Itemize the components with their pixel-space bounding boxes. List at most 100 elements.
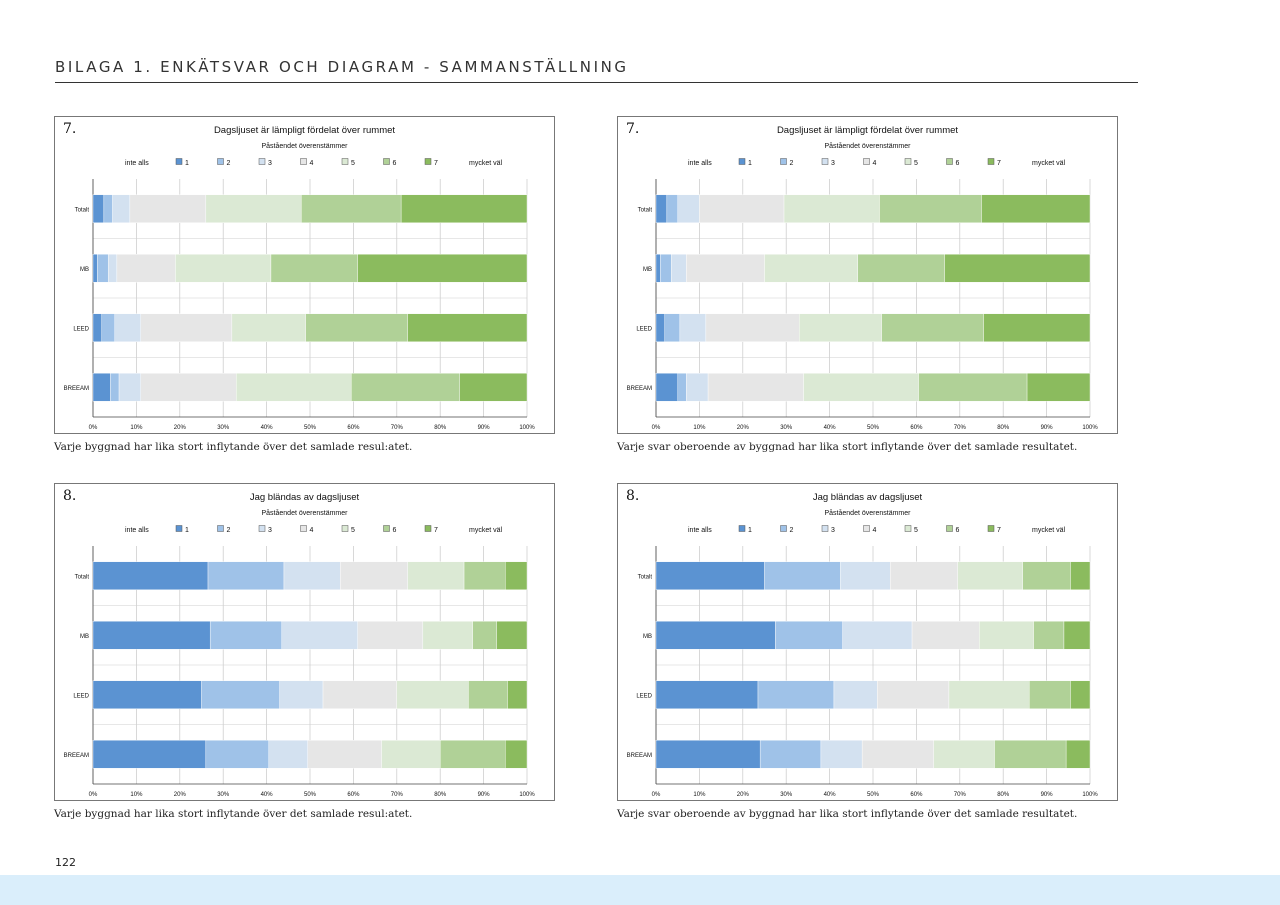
bar-segment bbox=[677, 373, 687, 402]
x-tick-label: 50% bbox=[867, 792, 880, 798]
legend-swatch bbox=[175, 525, 183, 532]
x-tick-label: 20% bbox=[174, 792, 187, 798]
bar-segment bbox=[933, 740, 995, 769]
bar-segment bbox=[783, 194, 880, 223]
bar-segment bbox=[670, 254, 687, 283]
legend-swatch bbox=[217, 525, 224, 532]
legend-label: 2 bbox=[790, 527, 794, 534]
legend-swatch bbox=[738, 158, 746, 165]
bar-segment bbox=[764, 561, 841, 590]
bar-segment bbox=[103, 194, 113, 223]
x-tick-label: 80% bbox=[434, 425, 447, 431]
bar-segment bbox=[140, 313, 233, 342]
bar-segment bbox=[422, 621, 473, 650]
page-header-title: BILAGA 1. ENKÄTSVAR OCH DIAGRAM - SAMMAN… bbox=[55, 58, 629, 76]
question-number: 7. bbox=[626, 121, 640, 137]
legend-label: 7 bbox=[997, 160, 1001, 167]
x-tick-label: 30% bbox=[780, 792, 793, 798]
x-tick-label: 30% bbox=[217, 425, 230, 431]
x-tick-label: 20% bbox=[737, 792, 750, 798]
bar-segment bbox=[857, 254, 945, 283]
legend-swatch bbox=[383, 158, 390, 165]
bar-segment bbox=[440, 740, 506, 769]
legend-label: 1 bbox=[748, 160, 752, 167]
bar-segment bbox=[707, 373, 804, 402]
legend-label: 5 bbox=[914, 160, 918, 167]
bar-segment bbox=[803, 373, 919, 402]
bar-segment bbox=[1065, 740, 1091, 769]
chart-svg: inte alls 1 2 3 4 5 6 7 mycket väl 0% 10% 20% 30% 40%… bbox=[64, 158, 535, 431]
bar-segment bbox=[92, 373, 111, 402]
bar-segment bbox=[799, 313, 882, 342]
bar-segment bbox=[1070, 680, 1091, 709]
bar-segment bbox=[322, 680, 397, 709]
legend-label: 1 bbox=[185, 527, 189, 534]
legend-label: 6 bbox=[956, 160, 960, 167]
x-tick-label: 70% bbox=[391, 425, 404, 431]
category-label: MB bbox=[643, 267, 652, 273]
question-number: 8. bbox=[626, 488, 640, 504]
legend-title: Påståendet överenstämmer bbox=[261, 510, 348, 517]
bar-segment bbox=[107, 254, 118, 283]
question-number: 8. bbox=[63, 488, 77, 504]
legend-label: 1 bbox=[748, 527, 752, 534]
legend-label: 6 bbox=[393, 160, 397, 167]
bar-segment bbox=[505, 561, 528, 590]
x-tick-label: 40% bbox=[261, 425, 274, 431]
bar-segment bbox=[861, 740, 934, 769]
bar-segment bbox=[205, 194, 302, 223]
category-label: LEED bbox=[636, 326, 652, 332]
chart-panel-q8-answer: 8. Jag bländas av dagsljuset Påståendet … bbox=[617, 483, 1118, 801]
bar-segment bbox=[655, 254, 661, 283]
bar-segment bbox=[979, 621, 1034, 650]
x-tick-label: 60% bbox=[347, 425, 360, 431]
x-tick-label: 100% bbox=[1082, 792, 1098, 798]
legend-swatch bbox=[300, 158, 307, 165]
category-label: BREEAM bbox=[64, 753, 89, 759]
x-tick-label: 50% bbox=[867, 425, 880, 431]
legend-swatch bbox=[258, 525, 266, 532]
bar-segment bbox=[116, 254, 176, 283]
bar-segment bbox=[129, 194, 207, 223]
header-rule bbox=[55, 82, 1138, 83]
chart-caption: Varje byggnad har lika stort inflytande … bbox=[54, 441, 413, 453]
bar-segment bbox=[92, 740, 207, 769]
chart-panel-q7-answer: 7. Dagsljuset är lämpligt fördelat över … bbox=[617, 116, 1118, 434]
x-tick-label: 90% bbox=[1041, 792, 1054, 798]
legend-swatch bbox=[341, 158, 349, 165]
legend-swatch bbox=[863, 525, 870, 532]
legend-label: 3 bbox=[831, 527, 835, 534]
bar-segment bbox=[944, 254, 1091, 283]
legend-label: 7 bbox=[997, 527, 1001, 534]
bar-segment bbox=[283, 561, 341, 590]
chart-svg: inte alls 1 2 3 4 5 6 7 mycket väl 0% 10% 20% 30% 40%… bbox=[64, 525, 535, 798]
legend-label: 2 bbox=[790, 160, 794, 167]
bar-segment bbox=[110, 373, 120, 402]
category-label: MB bbox=[80, 267, 89, 273]
legend-swatch bbox=[904, 525, 912, 532]
legend-title: Påståendet överenstämmer bbox=[824, 143, 911, 150]
legend-label: 7 bbox=[434, 527, 438, 534]
legend-label: 1 bbox=[185, 160, 189, 167]
legend-left-label: inte alls bbox=[688, 527, 712, 534]
category-label: LEED bbox=[636, 693, 652, 699]
legend-swatch bbox=[780, 158, 787, 165]
legend-swatch bbox=[738, 525, 746, 532]
legend-left-label: inte alls bbox=[688, 160, 712, 167]
category-label: BREEAM bbox=[627, 753, 652, 759]
legend-swatch bbox=[946, 158, 953, 165]
bar-segment bbox=[307, 740, 382, 769]
chart-svg: inte alls 1 2 3 4 5 6 7 mycket väl 0% 10% 20% 30% 40%… bbox=[627, 525, 1098, 798]
bar-segment bbox=[268, 740, 309, 769]
bar-segment bbox=[655, 621, 776, 650]
x-tick-label: 30% bbox=[780, 425, 793, 431]
bar-segment bbox=[655, 194, 668, 223]
bar-segment bbox=[699, 194, 785, 223]
legend-label: 5 bbox=[351, 527, 355, 534]
bar-segment bbox=[842, 621, 913, 650]
legend-right-label: mycket väl bbox=[1032, 160, 1066, 167]
x-tick-label: 40% bbox=[261, 792, 274, 798]
bar-segment bbox=[759, 740, 822, 769]
bar-segment bbox=[879, 194, 982, 223]
x-tick-label: 10% bbox=[693, 425, 706, 431]
